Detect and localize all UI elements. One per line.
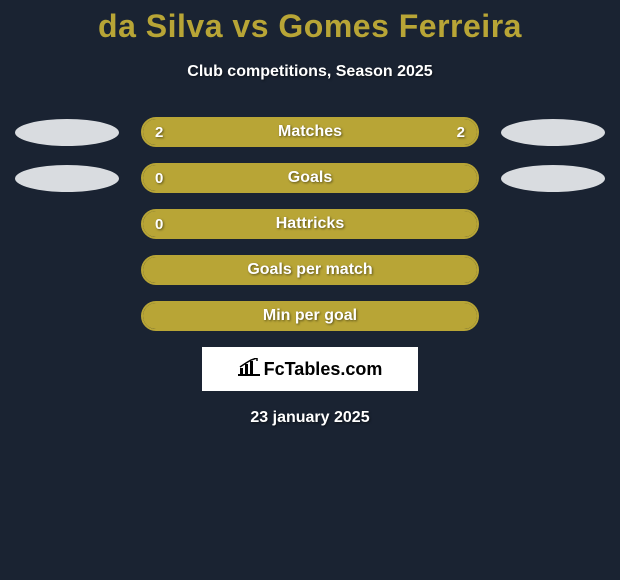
page-title: da Silva vs Gomes Ferreira: [0, 8, 620, 45]
logo-text: FcTables.com: [264, 359, 383, 380]
stat-row: Min per goal: [0, 301, 620, 331]
stat-label: Hattricks: [143, 215, 477, 233]
stat-rows: Matches22Goals0Hattricks0Goals per match…: [0, 117, 620, 331]
date-label: 23 january 2025: [0, 409, 620, 427]
stat-value-right: 2: [457, 124, 465, 141]
player-left-marker: [15, 119, 119, 146]
stat-row: Matches2 2: [0, 117, 620, 147]
stat-label: Matches: [143, 123, 477, 141]
stat-row: Goals0: [0, 163, 620, 193]
stat-bar: Goals per match: [141, 255, 479, 285]
page-subtitle: Club competitions, Season 2025: [0, 63, 620, 81]
stat-label: Goals: [143, 169, 477, 187]
logo: FcTables.com: [238, 358, 383, 381]
stat-value-left: 0: [155, 170, 163, 187]
logo-box: FcTables.com: [202, 347, 418, 391]
stat-bar: Hattricks0: [141, 209, 479, 239]
stat-bar: Goals0: [141, 163, 479, 193]
stat-value-left: 0: [155, 216, 163, 233]
player-right-marker: [501, 165, 605, 192]
stat-row: Goals per match: [0, 255, 620, 285]
stat-value-left: 2: [155, 124, 163, 141]
stat-bar: Min per goal: [141, 301, 479, 331]
stat-bar: Matches2 2: [141, 117, 479, 147]
stat-label: Min per goal: [143, 307, 477, 325]
stat-label: Goals per match: [143, 261, 477, 279]
player-left-marker: [15, 165, 119, 192]
comparison-infographic: da Silva vs Gomes Ferreira Club competit…: [0, 0, 620, 427]
player-right-marker: [501, 119, 605, 146]
chart-icon: [238, 358, 260, 381]
stat-row: Hattricks0: [0, 209, 620, 239]
